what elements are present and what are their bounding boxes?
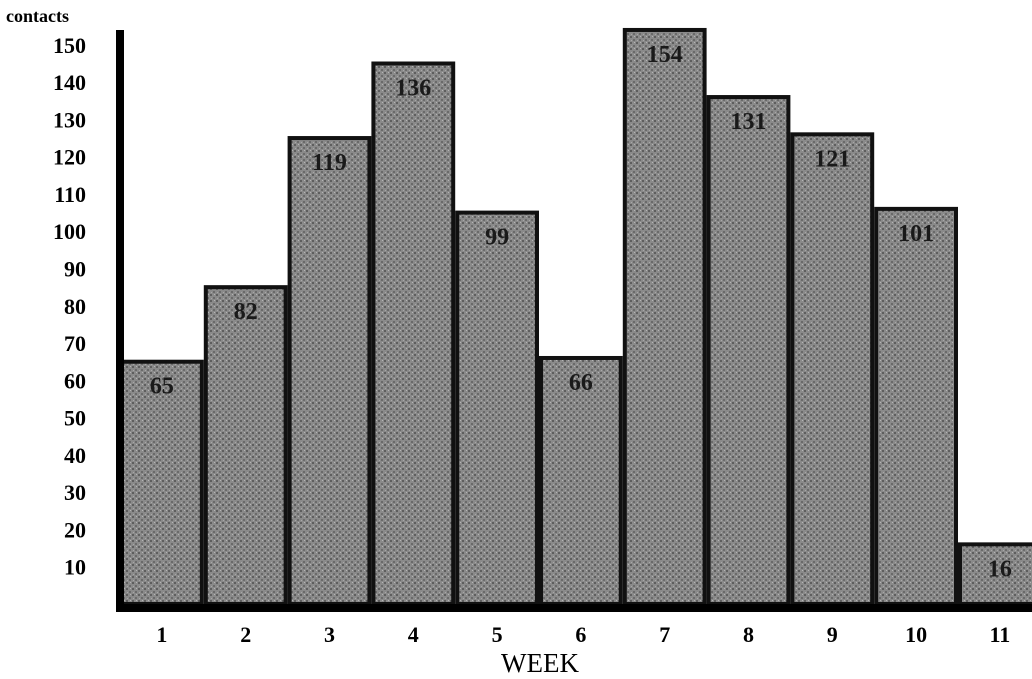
x-tick-1: 1: [156, 622, 167, 647]
y-tick-50: 50: [64, 406, 86, 431]
data-label-week-10: 101: [898, 221, 934, 247]
y-tick-40: 40: [64, 443, 86, 468]
bar-week-5: [455, 210, 540, 606]
y-axis-line: [116, 30, 124, 612]
bar-week-10: [874, 206, 959, 606]
x-axis-line: [116, 604, 1032, 612]
data-label-week-2: 82: [234, 299, 258, 325]
data-label-week-6: 66: [569, 370, 593, 396]
bar-week-7: [622, 27, 707, 606]
x-tick-5: 5: [492, 622, 503, 647]
x-tick-6: 6: [575, 622, 586, 647]
y-tick-30: 30: [64, 480, 86, 505]
y-tick-labels: 10 20 30 40 50 60 70 80 90 100 110 120 130 140 150: [53, 33, 86, 580]
data-label-week-3: 119: [312, 150, 347, 176]
y-tick-60: 60: [64, 368, 86, 393]
data-label-week-4: 136: [395, 76, 431, 102]
y-tick-70: 70: [64, 331, 86, 356]
data-label-week-9: 121: [814, 146, 850, 172]
y-tick-140: 140: [53, 70, 86, 95]
x-tick-9: 9: [827, 622, 838, 647]
x-tick-4: 4: [408, 622, 419, 647]
y-tick-10: 10: [64, 555, 86, 580]
x-tick-10: 10: [905, 622, 927, 647]
y-axis-label: contacts: [6, 6, 69, 26]
y-tick-90: 90: [64, 257, 86, 282]
x-tick-labels: 1 2 3 4 5 6 7 8 9 10 11: [156, 622, 1010, 647]
bar-week-9: [790, 132, 875, 606]
y-tick-110: 110: [54, 182, 86, 207]
x-axis-label: WEEK: [501, 648, 579, 678]
bar-week-4: [371, 61, 456, 606]
y-tick-120: 120: [53, 145, 86, 170]
y-tick-150: 150: [53, 33, 86, 58]
data-label-week-8: 131: [731, 109, 767, 135]
y-tick-130: 130: [53, 107, 86, 132]
data-labels: 65 82 119 136 99 66 154 131 121 101 16: [150, 42, 1012, 582]
x-tick-7: 7: [659, 622, 670, 647]
bar-week-6: [539, 355, 623, 606]
bar-week-2: [203, 285, 288, 606]
bar-week-8: [706, 95, 791, 607]
y-tick-80: 80: [64, 294, 86, 319]
x-tick-2: 2: [240, 622, 251, 647]
data-label-week-11: 16: [988, 556, 1012, 582]
y-tick-20: 20: [64, 517, 86, 542]
y-tick-100: 100: [53, 219, 86, 244]
data-label-week-5: 99: [485, 225, 509, 251]
bar-week-3: [287, 136, 372, 607]
bars-group: [120, 27, 1032, 607]
x-tick-8: 8: [743, 622, 754, 647]
data-label-week-1: 65: [150, 374, 174, 400]
data-label-week-7: 154: [647, 42, 683, 68]
x-tick-3: 3: [324, 622, 335, 647]
x-tick-11: 11: [990, 622, 1011, 647]
